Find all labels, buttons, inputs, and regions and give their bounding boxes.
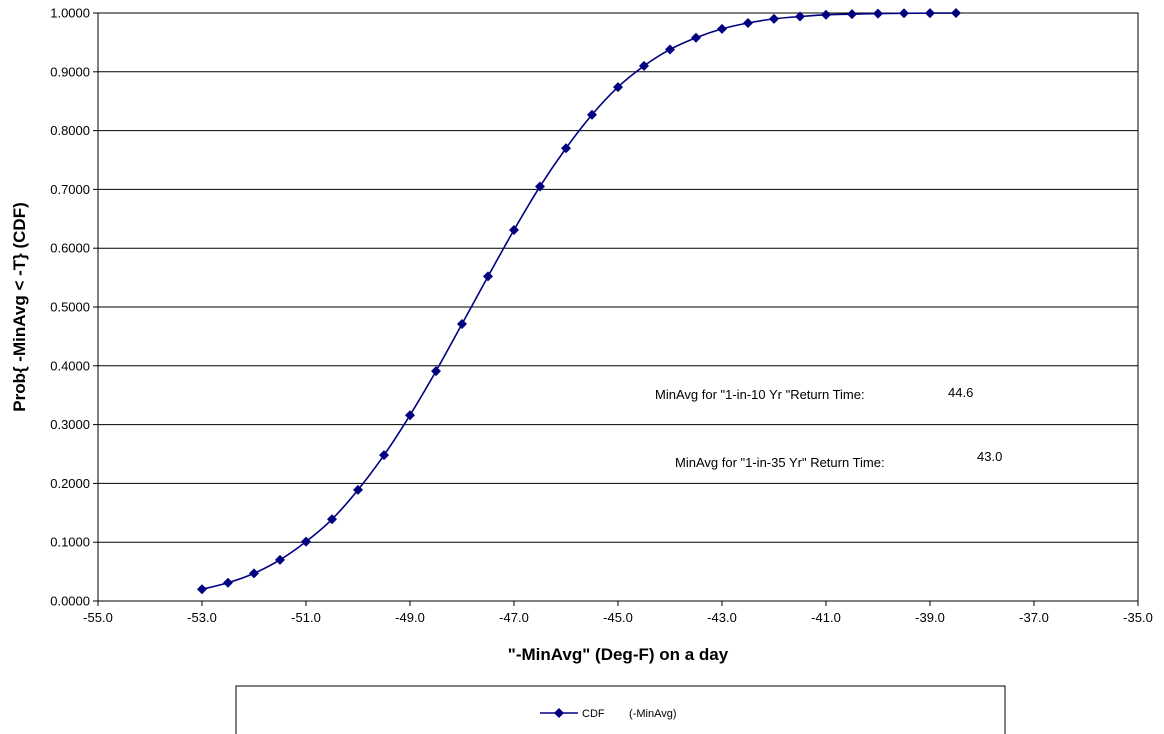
legend: CDF (-MinAvg) xyxy=(235,685,1006,734)
data-point-marker xyxy=(275,554,285,565)
data-point-marker xyxy=(717,23,727,34)
cdf-series-markers xyxy=(197,8,961,595)
data-point-marker xyxy=(223,577,233,588)
x-tick-label: -37.0 xyxy=(1019,610,1049,625)
y-tick-label: 0.1000 xyxy=(50,535,90,550)
data-point-marker xyxy=(925,8,935,19)
y-axis-title: Prob{ -MinAvg < -T} (CDF) xyxy=(10,202,29,412)
y-tick-label: 0.2000 xyxy=(50,476,90,491)
data-point-marker xyxy=(769,13,779,24)
grid-lines xyxy=(98,71,1138,543)
x-tick-label: -41.0 xyxy=(811,610,841,625)
data-point-marker xyxy=(587,109,597,120)
data-point-marker xyxy=(847,9,857,20)
y-tick-label: 0.9000 xyxy=(50,64,90,79)
x-tick-label: -43.0 xyxy=(707,610,737,625)
data-point-marker xyxy=(613,82,623,93)
data-point-marker xyxy=(197,584,207,595)
y-tick-label: 1.0000 xyxy=(50,6,90,21)
data-point-marker xyxy=(327,514,337,525)
data-point-marker xyxy=(457,319,467,330)
y-tick-label: 0.5000 xyxy=(50,300,90,315)
x-tick-label: -47.0 xyxy=(499,610,529,625)
data-point-marker xyxy=(431,366,441,377)
data-point-marker xyxy=(561,143,571,154)
y-axis: 0.0000 0.1000 0.2000 0.3000 0.4000 0.5000 0.60… xyxy=(50,6,98,609)
y-tick-label: 0.4000 xyxy=(50,358,90,373)
annotation-1in35-value: 43.0 xyxy=(977,449,1002,464)
data-point-marker xyxy=(353,484,363,495)
data-point-marker xyxy=(639,60,649,71)
legend-box xyxy=(235,685,1006,734)
y-tick-label: 0.7000 xyxy=(50,182,90,197)
data-point-marker xyxy=(743,17,753,28)
y-tick-label: 0.3000 xyxy=(50,417,90,432)
x-tick-label: -55.0 xyxy=(83,610,113,625)
x-axis: -55.0 -53.0 -51.0 -49.0 -47.0 -45.0 -43.0 -41.0… xyxy=(83,601,1153,625)
x-tick-label: -39.0 xyxy=(915,610,945,625)
x-tick-label: -51.0 xyxy=(291,610,321,625)
data-point-marker xyxy=(535,181,545,192)
legend-label: CDF (-MinAvg) xyxy=(582,708,677,720)
data-point-marker xyxy=(483,271,493,282)
data-point-marker xyxy=(665,44,675,55)
annotation-1in35-label: MinAvg for "1-in-35 Yr" Return Time: xyxy=(675,455,885,470)
x-tick-label: -35.0 xyxy=(1123,610,1153,625)
y-tick-label: 0.0000 xyxy=(50,594,90,609)
data-point-marker xyxy=(405,410,415,421)
x-tick-label: -53.0 xyxy=(187,610,217,625)
x-tick-label: -49.0 xyxy=(395,610,425,625)
annotation-1in10-value: 44.6 xyxy=(948,385,973,400)
data-point-marker xyxy=(899,8,909,19)
data-point-marker xyxy=(249,568,259,579)
data-point-marker xyxy=(873,8,883,19)
data-point-marker xyxy=(795,11,805,22)
data-point-marker xyxy=(951,8,961,19)
annotation-1in10-label: MinAvg for "1-in-10 Yr "Return Time: xyxy=(655,387,865,402)
y-tick-label: 0.6000 xyxy=(50,241,90,256)
x-tick-label: -45.0 xyxy=(603,610,633,625)
cdf-series-line xyxy=(201,12,957,591)
data-point-marker xyxy=(379,450,389,461)
x-axis-title: "-MinAvg" (Deg-F) on a day xyxy=(508,645,729,664)
data-point-marker xyxy=(821,9,831,20)
data-point-marker xyxy=(691,32,701,43)
y-tick-label: 0.8000 xyxy=(50,123,90,138)
data-point-marker xyxy=(509,224,519,235)
legend-diamond-marker xyxy=(554,708,564,718)
data-point-marker xyxy=(301,536,311,547)
